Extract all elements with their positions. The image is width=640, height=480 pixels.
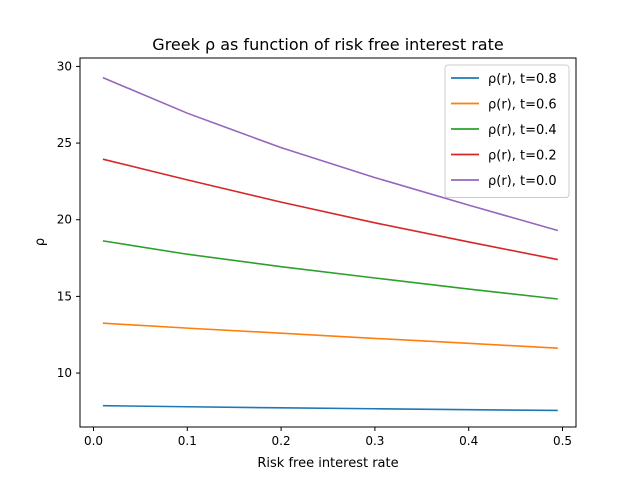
x-tick-label: 0.2 [272, 434, 291, 448]
legend-label-5: ρ(r), t=0.0 [488, 174, 557, 189]
y-axis: 10 15 20 25 30 [57, 59, 80, 380]
series-line-3 [102, 240, 558, 300]
y-tick-label: 15 [57, 289, 72, 303]
y-tick-label: 20 [57, 213, 72, 227]
plot-frame [79, 57, 577, 428]
x-tick-label: 0.4 [459, 434, 478, 448]
plot-area [79, 57, 577, 428]
x-axis: 0.0 0.1 0.2 0.3 0.4 0.5 [84, 427, 572, 448]
legend-label-3: ρ(r), t=0.4 [488, 123, 557, 138]
x-tick-label: 0.0 [84, 434, 103, 448]
y-tick-label: 25 [57, 136, 72, 150]
legend-label-1: ρ(r), t=0.8 [488, 72, 557, 87]
legend-box [444, 64, 570, 198]
series-line-1 [102, 404, 558, 412]
x-tick-label: 0.3 [365, 434, 384, 448]
legend-label-4: ρ(r), t=0.2 [488, 149, 557, 164]
x-axis-label: Risk free interest rate [257, 456, 398, 471]
legend-label-2: ρ(r), t=0.6 [488, 98, 557, 113]
x-tick-label: 0.1 [178, 434, 197, 448]
series-line-5 [102, 76, 559, 232]
chart-title: Greek ρ as function of risk free interes… [152, 35, 503, 54]
y-axis-label: ρ [33, 238, 48, 246]
x-tick-label: 0.5 [553, 434, 572, 448]
y-tick-label: 10 [57, 366, 72, 380]
legend: ρ(r), t=0.8 ρ(r), t=0.6 ρ(r), t=0.4 ρ(r), t… [444, 64, 570, 198]
y-tick-label: 30 [57, 59, 72, 73]
series-line-2 [102, 322, 558, 349]
series-line-4 [102, 158, 558, 261]
